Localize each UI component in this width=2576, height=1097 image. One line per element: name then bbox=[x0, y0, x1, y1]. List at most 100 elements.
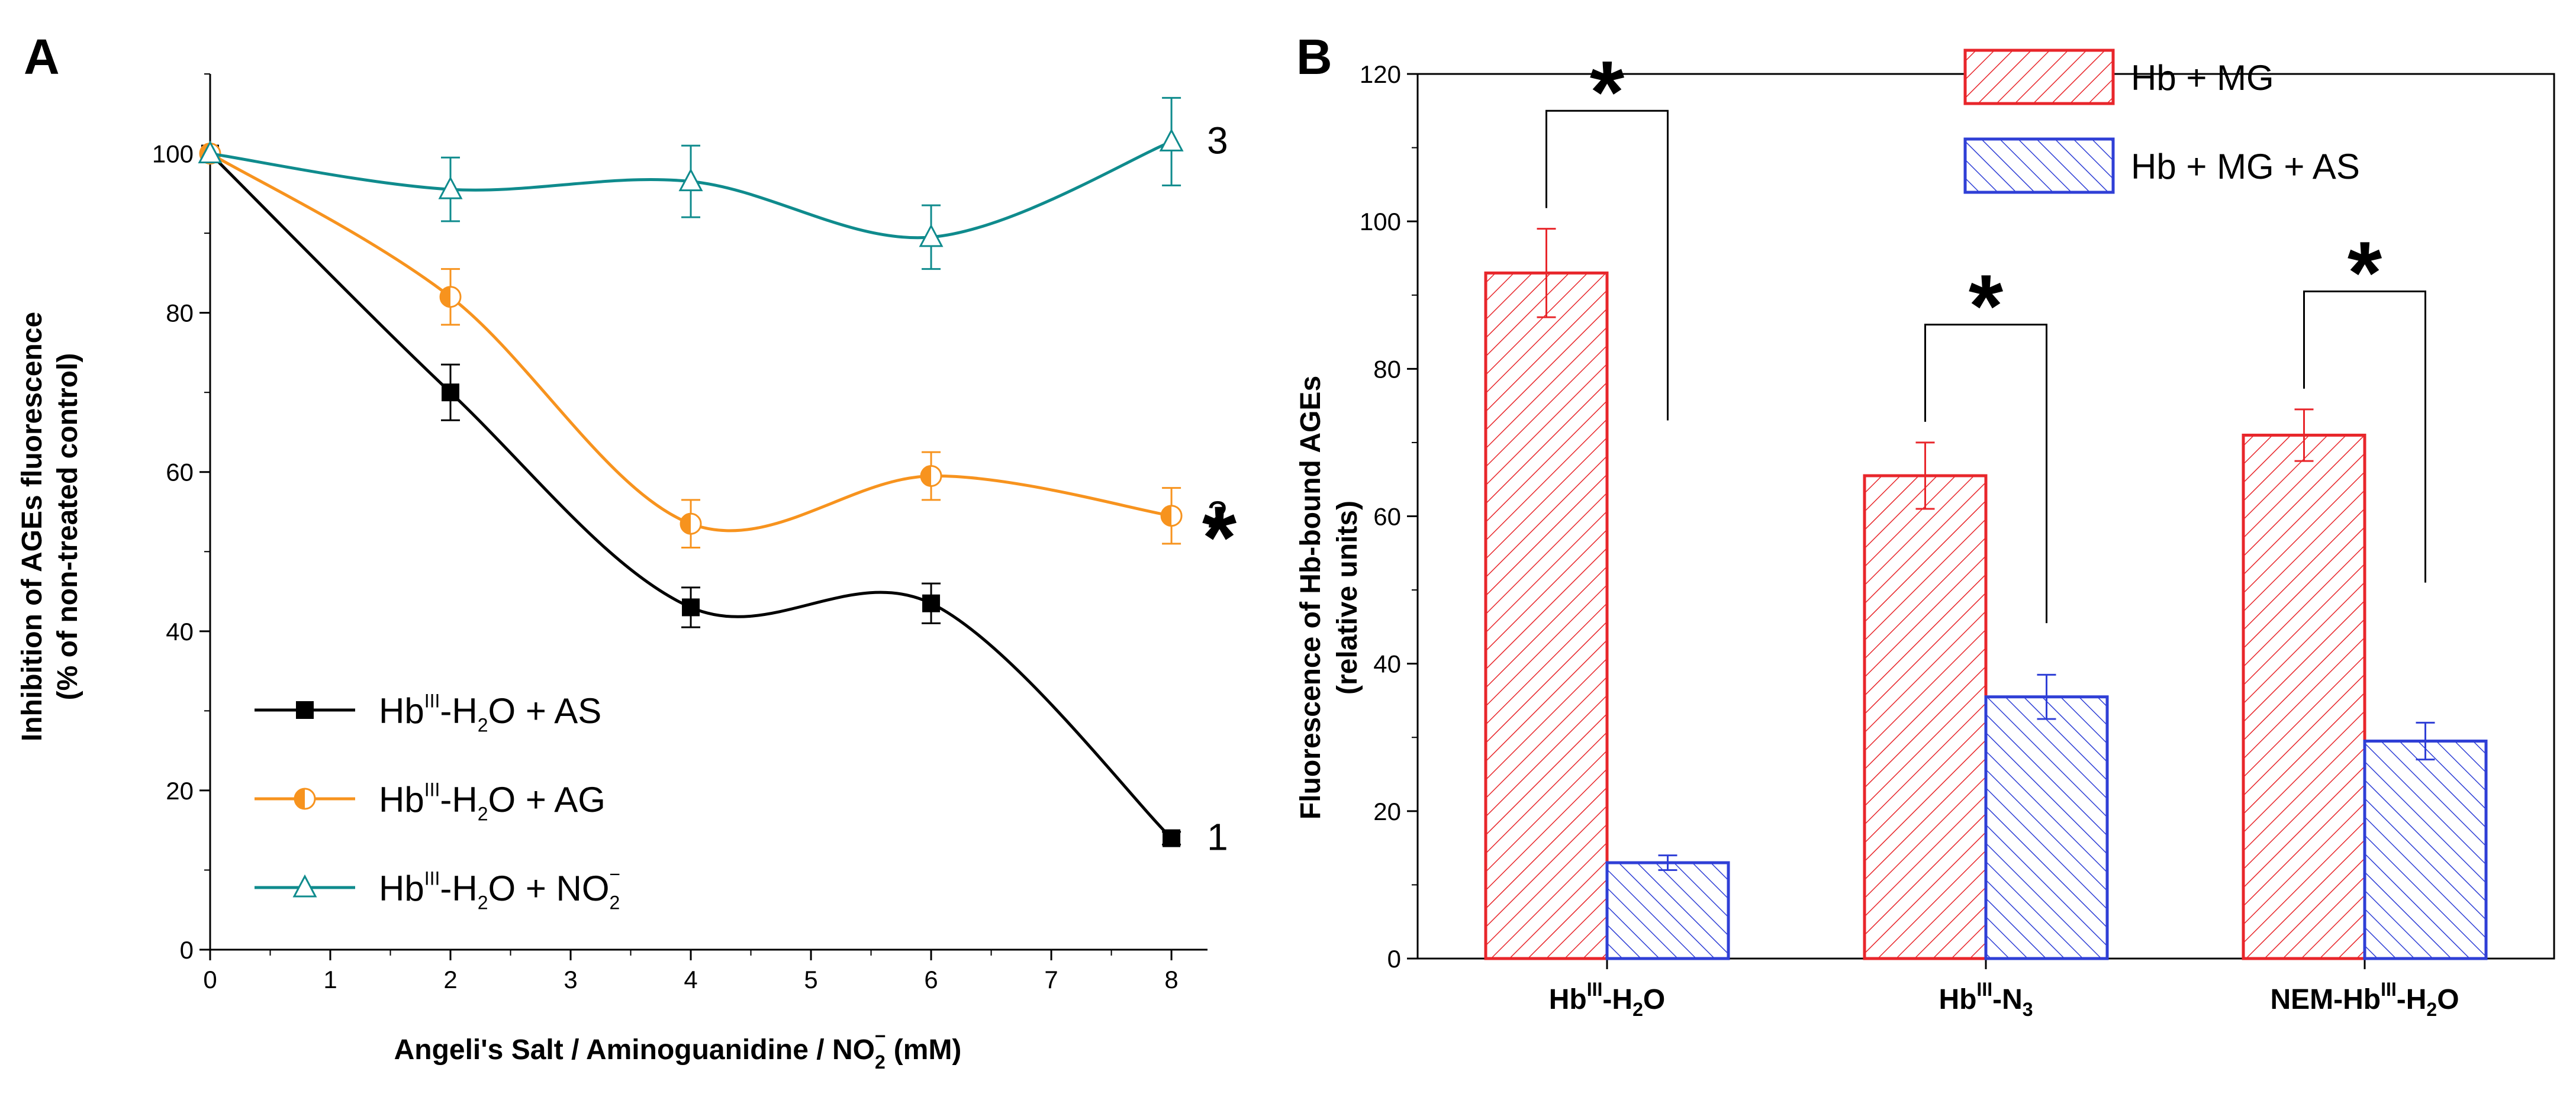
label-subscript: 2 bbox=[478, 714, 488, 735]
label-part: -H bbox=[2397, 984, 2427, 1015]
label-part: O + NO bbox=[488, 869, 609, 908]
panel-a-legend-item-1: HbIII-H2O + AS bbox=[255, 691, 601, 736]
panel-b-group-3: * NEM-HbIII-H2O bbox=[2242, 223, 2488, 1020]
label-superscript: III bbox=[1976, 979, 1992, 1000]
label-subscript: 2 bbox=[478, 803, 488, 824]
panel-a-legend-label: HbIII-H2O + AG bbox=[379, 779, 606, 825]
panel-a-x-tick-label: 1 bbox=[323, 966, 337, 993]
panel-a-series-2: 2 bbox=[199, 143, 1228, 549]
label-superscript: III bbox=[1587, 979, 1603, 1000]
panel-a-x-title-sub: 2 bbox=[875, 1051, 886, 1073]
panel-b-y-tick-label: 120 bbox=[1360, 60, 1401, 88]
label-part: NEM-Hb bbox=[2270, 984, 2381, 1015]
panel-a-data-point-fill bbox=[1161, 505, 1172, 526]
panel-a-letter: A bbox=[24, 29, 60, 85]
panel-a-x-axis-title: Angeli's Salt / Aminoguanidine / NO2 − (m… bbox=[394, 1025, 962, 1073]
label-subscript: 2 bbox=[478, 892, 488, 913]
panel-a-x-title-sup: − bbox=[875, 1025, 886, 1047]
label-part: O bbox=[1643, 984, 1665, 1015]
panel-b-y-tick-label: 20 bbox=[1373, 798, 1401, 825]
label-part: Hb bbox=[379, 691, 424, 731]
panel-b-significance-star: * bbox=[1969, 256, 2004, 356]
panel-b-y-tick-label: 100 bbox=[1360, 208, 1401, 235]
panel-b-category-label: HbIII-H2O bbox=[1549, 979, 1665, 1020]
panel-a-y-tick-label: 20 bbox=[166, 777, 194, 805]
label-superscript: III bbox=[2381, 979, 2397, 1000]
panel-b-y-tick-label: 60 bbox=[1373, 503, 1401, 531]
panel-a-data-point bbox=[1163, 829, 1181, 847]
panel-a-series-line bbox=[209, 152, 1173, 840]
label-subscript: 2 bbox=[1632, 999, 1643, 1020]
panel-b-category-label: HbIII-N3 bbox=[1939, 979, 2033, 1020]
panel-a-y-tick-label: 0 bbox=[180, 936, 194, 964]
panel-a-data-point bbox=[678, 168, 703, 192]
panel-a-data-point bbox=[198, 140, 223, 164]
panel-b-significance-star: * bbox=[1590, 42, 1625, 141]
panel-a-x-tick-label: 3 bbox=[564, 966, 577, 993]
panel-a-data-point bbox=[922, 594, 941, 612]
panel-b-y-tick-label: 40 bbox=[1373, 650, 1401, 678]
panel-a-data-point bbox=[919, 224, 944, 247]
panel-b-letter: B bbox=[1296, 29, 1332, 85]
panel-a-curve-number: 2 bbox=[1207, 493, 1228, 536]
panel-b-significance-bracket bbox=[2303, 291, 2426, 583]
label-superscript: III bbox=[424, 868, 440, 889]
panel-b-y-axis-title: Fluorescence of Hb-bound AGEs (relative … bbox=[1295, 376, 1363, 819]
label-part: Hb bbox=[379, 780, 424, 819]
panel-b-group-2: * HbIII-N3 bbox=[1863, 256, 2109, 1020]
panel-a-x-tick-label: 8 bbox=[1164, 966, 1178, 993]
panel-b-legend-item-1: Hb + MG bbox=[1963, 49, 2274, 105]
panel-a-axes: 0 20 40 60 80 100 0 1 2 3 4 5 6 7 8 bbox=[152, 73, 1208, 993]
panel-a-x-tick-label: 5 bbox=[804, 966, 817, 993]
panel-b-bar bbox=[1984, 695, 2109, 960]
label-part: O + AG bbox=[488, 780, 605, 819]
label-superscript: III bbox=[424, 691, 440, 712]
panel-b-legend-swatch bbox=[1963, 137, 2115, 194]
panel-a-data-point bbox=[1159, 128, 1184, 151]
panel-b-legend: Hb + MG Hb + MG + AS bbox=[1963, 49, 2360, 194]
panel-b-significance-star: * bbox=[2348, 223, 2382, 322]
label-subscript: 3 bbox=[2023, 999, 2033, 1020]
label-part: O bbox=[2437, 984, 2459, 1015]
panel-a-legend-marker bbox=[292, 874, 317, 898]
label-part: -H bbox=[440, 691, 477, 731]
label-part: -H bbox=[440, 869, 477, 908]
panel-a-y-axis-title: Inhibition of AGEs fluorescence (% of no… bbox=[17, 312, 83, 741]
panel-a-curve-number: 3 bbox=[1207, 119, 1228, 162]
label-part: Hb bbox=[379, 869, 424, 908]
panel-b-y-tick-label: 0 bbox=[1387, 945, 1401, 973]
panel-b-bar-chart: B 0 20 40 60 80 100 120 Fluorescence of Hb-bou… bbox=[1295, 29, 2555, 1020]
panel-a-line-chart: A 0 20 40 60 80 100 0 1 2 3 4 5 6 7 8 Inhibition of AG… bbox=[17, 29, 1237, 1073]
panel-b-legend-item-2: Hb + MG + AS bbox=[1963, 137, 2360, 194]
panel-b-significance-bracket bbox=[1924, 324, 2047, 624]
panel-a-legend-label: HbIII-H2O + AS bbox=[379, 691, 601, 736]
panel-a-y-tick-label: 100 bbox=[152, 140, 194, 168]
panel-a-series-3: 3 bbox=[198, 96, 1228, 270]
panel-b-bar bbox=[2363, 739, 2488, 960]
panel-b-legend-swatch bbox=[1963, 49, 2115, 105]
panel-a-y-tick-label: 40 bbox=[166, 618, 194, 646]
panel-b-y-title-line-1: Fluorescence of Hb-bound AGEs bbox=[1295, 376, 1326, 819]
panel-b-bars: *HbIII-H2O*HbIII-N3*NEM-HbIII-H2O bbox=[1484, 42, 2488, 1020]
label-superscript: III bbox=[424, 779, 440, 801]
panel-a-x-tick-label: 2 bbox=[443, 966, 457, 993]
panel-b-bar bbox=[1484, 271, 1609, 960]
panel-b-legend-label: Hb + MG + AS bbox=[2131, 147, 2360, 186]
panel-b-category-label: NEM-HbIII-H2O bbox=[2270, 979, 2459, 1020]
panel-b-axes: 0 20 40 60 80 100 120 bbox=[1360, 60, 2555, 973]
label-subscript: 2 bbox=[2426, 999, 2437, 1020]
label-part: -H bbox=[440, 780, 477, 819]
panel-a-x-tick-label: 4 bbox=[684, 966, 697, 993]
panel-a-data-point-fill bbox=[921, 466, 932, 486]
panel-a-data-point-fill bbox=[440, 286, 451, 307]
panel-b-group-1: * HbIII-H2O bbox=[1484, 42, 1730, 1020]
panel-b-bar bbox=[1863, 474, 1988, 960]
label-part: -N bbox=[1992, 984, 2023, 1015]
panel-b-bar bbox=[2242, 433, 2366, 960]
panel-b-significance-bracket bbox=[1545, 109, 1669, 421]
panel-a-legend-item-2: HbIII-H2O + AG bbox=[255, 779, 606, 825]
label-part: Hb bbox=[1939, 984, 1976, 1015]
panel-a-x-title-unit: (mM) bbox=[886, 1034, 961, 1066]
